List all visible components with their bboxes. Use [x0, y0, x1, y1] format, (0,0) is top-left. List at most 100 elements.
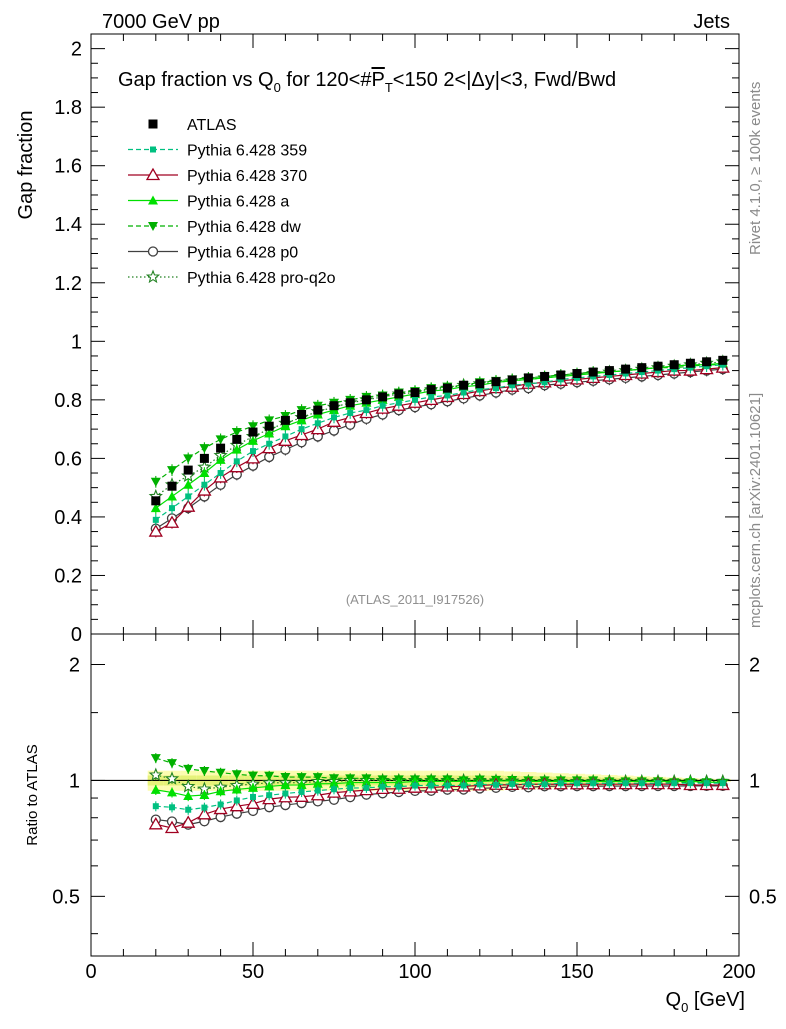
ratio-point-p359: [233, 797, 240, 804]
header-left: 7000 GeV pp: [102, 11, 220, 33]
ratio-point-pdw: [183, 764, 194, 774]
ratio-tick-label-right: 0.5: [749, 886, 777, 908]
data-point-p359: [298, 426, 305, 433]
ratio-point-p370: [181, 815, 196, 828]
data-point-pdw: [167, 466, 177, 476]
series-line-p370: [155, 367, 723, 533]
data-point-atlas: [653, 361, 663, 371]
ratio-point-p359: [395, 783, 402, 790]
ratio-point-pdw: [215, 768, 226, 778]
legend-marker-p359: [150, 146, 156, 153]
data-point-atlas: [637, 363, 647, 373]
data-point-atlas: [232, 434, 242, 444]
series-line-pp0: [155, 368, 723, 530]
legend-marker-atlas: [148, 119, 158, 129]
ratio-point-p359: [363, 784, 370, 791]
main-series-group: [148, 354, 730, 538]
data-point-p359: [493, 385, 499, 392]
plot-title: Gap fraction vs Q0 for 120<#PT<150 2<|Δy…: [118, 69, 616, 95]
ratio-point-p359: [509, 780, 516, 787]
ratio-point-pa: [264, 781, 275, 791]
data-point-atlas: [702, 357, 712, 367]
ratio-point-p359: [314, 787, 321, 794]
ratio-point-p359: [331, 786, 337, 793]
data-point-p359: [201, 481, 208, 488]
data-point-pdw: [248, 422, 258, 432]
legend-label-pdw: Pythia 6.428 dw: [187, 219, 301, 236]
ratio-point-p359: [525, 781, 532, 788]
legend-label-p370: Pythia 6.428 370: [187, 168, 307, 185]
ratio-point-p359: [217, 801, 224, 808]
data-point-atlas: [361, 395, 371, 405]
data-point-p370: [164, 515, 180, 528]
data-point-atlas: [151, 496, 161, 506]
data-point-atlas: [280, 415, 290, 425]
x-tick-label: 0: [85, 961, 96, 983]
ratio-point-p359: [444, 782, 451, 789]
data-point-atlas: [491, 377, 501, 387]
data-point-pa: [183, 479, 194, 489]
data-point-pa: [231, 444, 242, 454]
legend-label-pa: Pythia 6.428 a: [187, 194, 289, 211]
ratio-point-p359: [379, 783, 386, 790]
legend-marker-pdw: [148, 222, 158, 231]
data-point-pdw: [231, 428, 242, 438]
data-point-atlas: [248, 427, 258, 437]
data-point-p359: [476, 386, 483, 393]
data-point-p359: [444, 392, 451, 399]
data-point-pa: [264, 428, 275, 438]
ratio-point-pa: [231, 784, 242, 794]
data-point-p359: [412, 396, 418, 403]
ratio-point-pdw: [312, 773, 323, 783]
ratio-tick-label: 2: [69, 654, 80, 676]
ratio-point-pdw: [264, 771, 275, 781]
data-point-atlas: [297, 409, 307, 419]
ratio-point-pa: [215, 786, 226, 796]
data-point-p359: [266, 440, 273, 447]
ratio-point-p359: [671, 780, 678, 787]
ratio-point-pdw: [296, 773, 307, 783]
ratio-point-p359: [460, 782, 467, 789]
y-tick-label: 1.2: [54, 273, 82, 295]
ratio-point-pq2o: [164, 771, 180, 785]
ratio-point-p359: [557, 780, 564, 787]
header-right: Jets: [693, 11, 730, 33]
ratio-tick-label-right: 1: [749, 770, 760, 792]
data-point-pdw: [183, 454, 194, 464]
data-point-p359: [541, 379, 548, 386]
data-point-pa: [248, 435, 258, 445]
data-point-p359: [233, 458, 240, 465]
data-point-pa: [215, 454, 226, 464]
data-point-pa: [150, 503, 161, 513]
ratio-point-pa: [280, 780, 291, 790]
ratio-tick-label: 1: [69, 770, 80, 792]
ratio-point-p370: [148, 816, 163, 830]
data-point-atlas: [199, 453, 209, 463]
data-point-atlas: [264, 421, 274, 431]
x-tick-label: 50: [242, 961, 264, 983]
ratio-point-p359: [476, 781, 483, 788]
ratio-point-p359: [687, 780, 694, 787]
ratio-point-p359: [719, 780, 726, 787]
x-tick-label: 200: [722, 961, 755, 983]
data-point-p359: [169, 505, 175, 512]
data-point-atlas: [313, 405, 323, 415]
data-point-atlas: [167, 481, 177, 491]
ratio-point-p359: [298, 788, 305, 795]
data-point-pa: [199, 468, 210, 478]
legend: ATLAS Pythia 6.428 359 Pythia 6.428 370 Pyt…: [128, 117, 336, 287]
ratio-point-p359: [574, 780, 580, 787]
data-point-pdw: [150, 477, 161, 487]
ratio-point-p359: [638, 780, 645, 787]
ratio-point-pa: [199, 789, 210, 799]
legend-marker-pq2o: [145, 269, 161, 284]
data-point-atlas: [507, 375, 517, 385]
data-point-pdw: [264, 416, 275, 426]
data-point-atlas: [572, 369, 582, 379]
ratio-point-p359: [590, 780, 597, 787]
axes-group: 0 50 100 150 200 0 0.2 0.4 0.6 0.8 1 1.2 1.4 1.6 1.8 2 0…: [52, 33, 777, 983]
data-point-p359: [217, 470, 224, 477]
legend-marker-p370: [145, 167, 161, 181]
